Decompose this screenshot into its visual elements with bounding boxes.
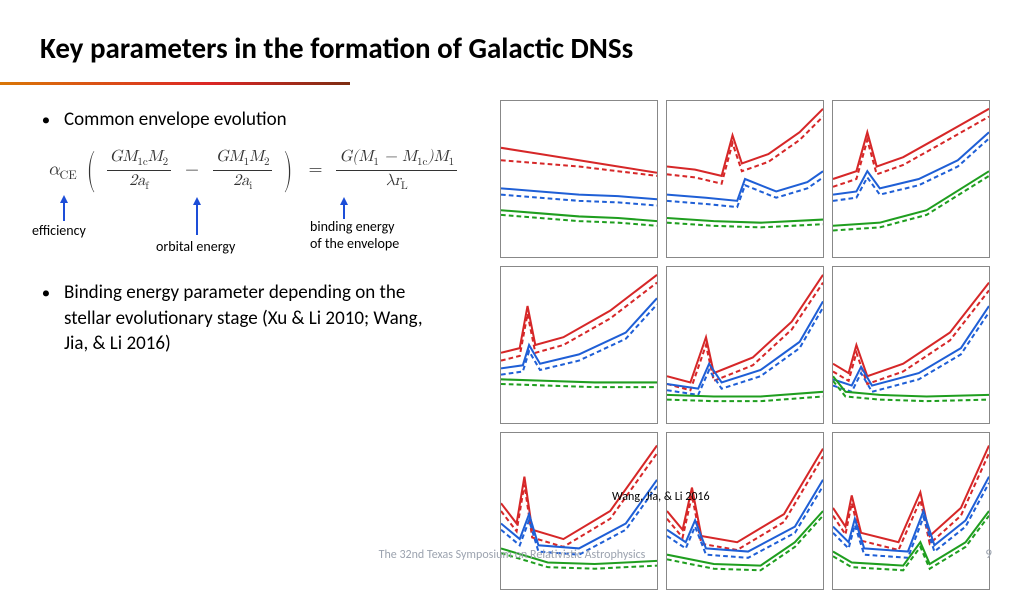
label-efficiency: efficiency [32, 222, 86, 239]
chart-panel [500, 100, 658, 258]
chart-panel [666, 432, 824, 590]
chart-panel [666, 100, 824, 258]
chart-panel [832, 266, 990, 424]
chart-panel [500, 266, 658, 424]
charts-grid [500, 100, 990, 480]
figure-credit: Wang, Jia, & Li 2016 [612, 490, 710, 504]
bullet-binding-energy: Binding energy parameter depending on th… [64, 280, 444, 357]
arrow-binding [340, 197, 348, 205]
page-number: 9 [985, 547, 992, 562]
label-orbital: orbital energy [156, 238, 235, 255]
chart-panel [500, 432, 658, 590]
alpha: α [48, 161, 60, 179]
divider-rule [0, 82, 350, 85]
footer-conference: The 32nd Texas Symposium on Relativistic… [0, 548, 1024, 562]
chart-panel [666, 266, 824, 424]
chart-panel [832, 432, 990, 590]
label-binding: binding energy of the envelope [310, 218, 399, 252]
arrow-orbital [193, 197, 201, 205]
chart-panel [832, 100, 990, 258]
arrow-efficiency [60, 195, 68, 203]
ce-formula: αCE ( GM1cM2 2af − GM1M2 2ai ) = G(M1 − … [48, 148, 458, 193]
slide-title: Key parameters in the formation of Galac… [40, 30, 633, 66]
bullet-common-envelope: Common envelope evolution [64, 108, 287, 131]
formula-block: αCE ( GM1cM2 2af − GM1M2 2ai ) = G(M1 − … [48, 148, 458, 193]
